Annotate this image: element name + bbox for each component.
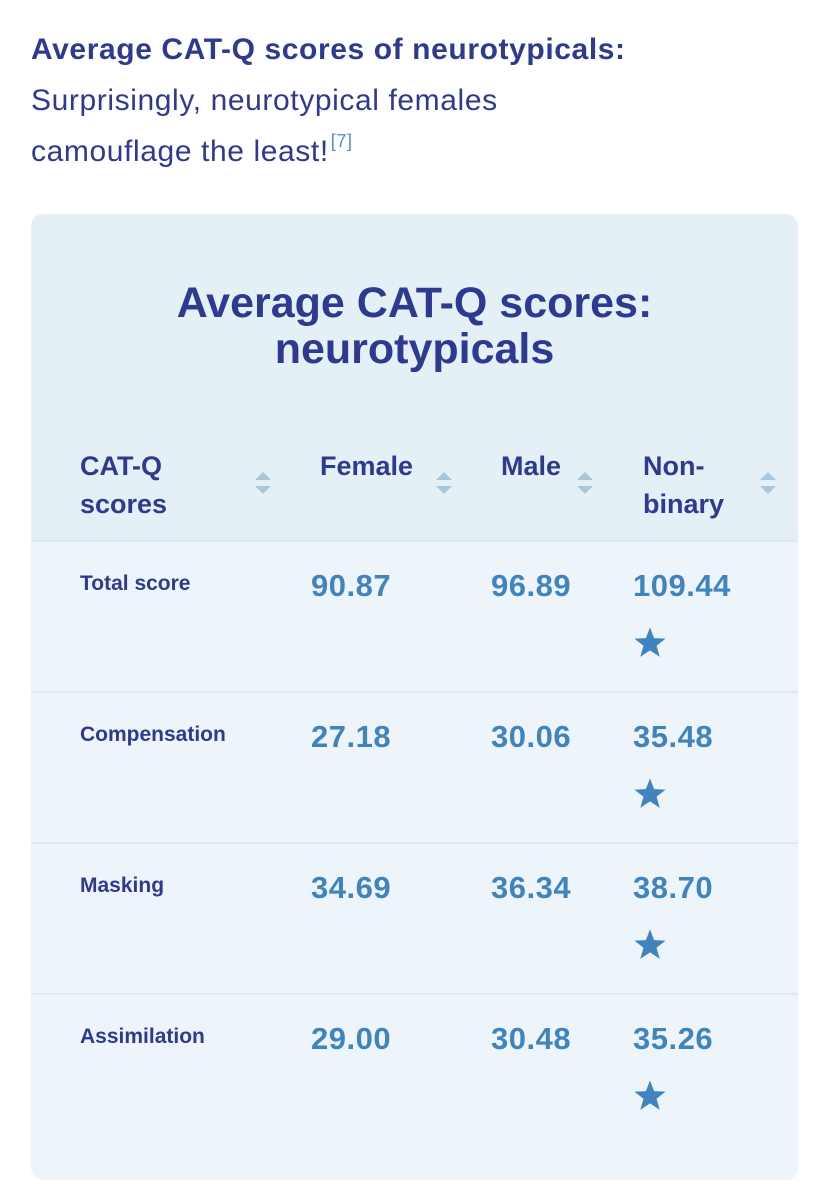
sort-icon[interactable]: [436, 472, 452, 494]
female-value: 27.18: [311, 719, 392, 754]
male-value: 30.06: [491, 719, 572, 754]
sort-icon[interactable]: [255, 472, 271, 494]
header-text: Non-: [643, 451, 705, 481]
table-row: Masking 34.69 36.34 38.70: [31, 842, 798, 994]
table-row: Assimilation 29.00 30.48 35.26: [31, 993, 798, 1145]
intro-heading: Average CAT-Q scores of neurotypicals:: [31, 33, 626, 66]
star-icon: [634, 1080, 666, 1110]
star-icon: [634, 627, 666, 657]
female-value: 29.00: [311, 1021, 392, 1056]
header-text: Male: [501, 451, 562, 481]
sort-icon[interactable]: [760, 472, 776, 494]
table-row: Total score 90.87 96.89 109.44: [31, 540, 798, 692]
nonbinary-value: 38.70: [633, 870, 714, 905]
row-label: Total score: [80, 572, 191, 595]
column-header-male[interactable]: Male: [501, 447, 561, 485]
header-text: Female: [320, 451, 414, 481]
sort-icon[interactable]: [577, 472, 593, 494]
table-header-area: [31, 214, 798, 541]
intro-line-2: camouflage the least!: [31, 135, 329, 168]
scores-table-card: Average CAT-Q scores: neurotypicals CAT-…: [31, 214, 798, 1180]
intro-text: Average CAT-Q scores of neurotypicals: S…: [31, 24, 791, 177]
citation-link[interactable]: [7]: [330, 131, 353, 151]
intro-line-1: Surprisingly, neurotypical females: [31, 84, 498, 117]
column-header-female[interactable]: Female: [320, 447, 413, 485]
header-text: binary: [643, 489, 725, 519]
male-value: 36.34: [491, 870, 572, 905]
row-label: Assimilation: [80, 1025, 205, 1048]
row-label: Compensation: [80, 723, 226, 746]
table-title-line-2: neurotypicals: [274, 325, 555, 373]
female-value: 34.69: [311, 870, 392, 905]
star-icon: [634, 778, 666, 808]
table-row: Compensation 27.18 30.06 35.48: [31, 691, 798, 843]
column-header-nonbinary[interactable]: Non- binary: [643, 447, 724, 523]
nonbinary-value: 35.48: [633, 719, 714, 754]
column-header-catq[interactable]: CAT-Q scores: [80, 447, 167, 523]
header-text: scores: [80, 489, 168, 519]
female-value: 90.87: [311, 568, 392, 603]
male-value: 96.89: [491, 568, 572, 603]
table-title-line-1: Average CAT-Q scores:: [176, 279, 653, 327]
star-icon: [634, 929, 666, 959]
header-text: CAT-Q: [80, 451, 162, 481]
nonbinary-value: 35.26: [633, 1021, 714, 1056]
table-title: Average CAT-Q scores: neurotypicals: [31, 280, 798, 372]
row-label: Masking: [80, 874, 165, 897]
male-value: 30.48: [491, 1021, 572, 1056]
nonbinary-value: 109.44: [633, 568, 731, 603]
